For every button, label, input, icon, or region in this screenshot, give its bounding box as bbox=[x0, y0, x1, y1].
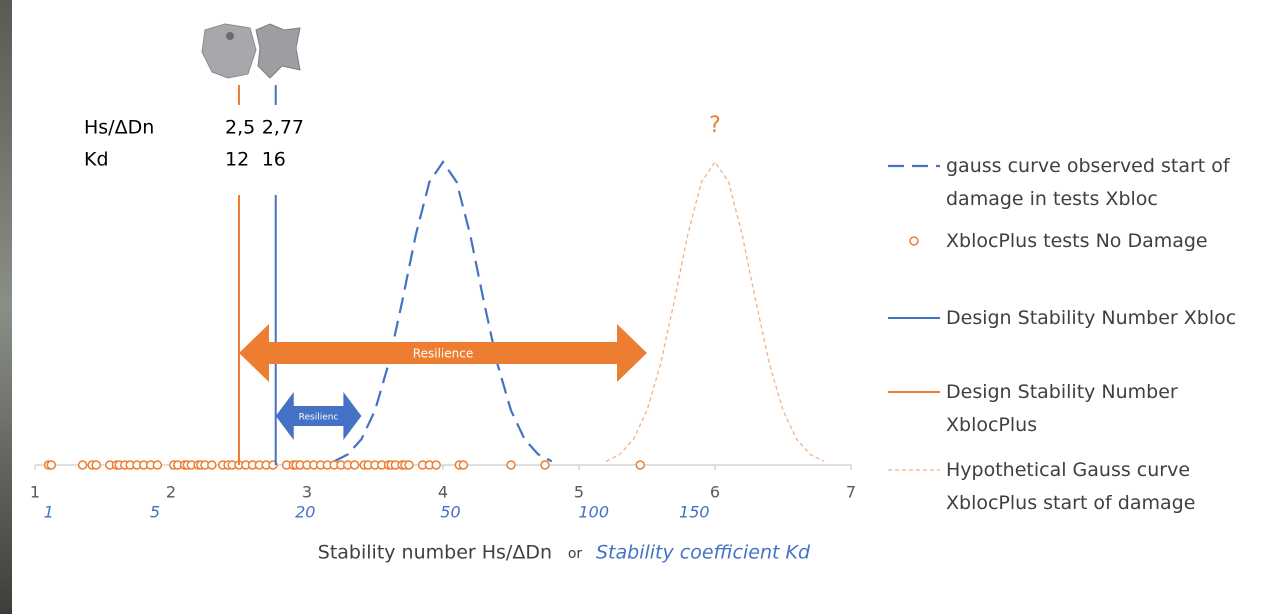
arrow-label: Resilienc bbox=[299, 413, 339, 423]
resilience-arrow bbox=[239, 324, 647, 382]
x-tick-label: 3 bbox=[302, 483, 312, 502]
x2-tick-label: 1 bbox=[44, 503, 54, 522]
data-point bbox=[46, 460, 57, 470]
x2-tick-label: 5 bbox=[150, 503, 160, 522]
x2-tick-label: 150 bbox=[679, 503, 710, 522]
annotation: ? bbox=[709, 113, 721, 138]
x-tick-label: 1 bbox=[30, 483, 40, 502]
data-point bbox=[152, 460, 163, 470]
x2-axis-title: Stability coefficient Kd bbox=[596, 542, 811, 564]
data-point bbox=[458, 460, 469, 470]
x-tick-label: 7 bbox=[846, 483, 856, 502]
legend-symbol bbox=[909, 236, 919, 246]
data-point bbox=[349, 460, 360, 470]
row-label: Hs/ΔDn bbox=[84, 117, 154, 139]
legend-entry: Hypothetical Gauss curve XblocPlus start… bbox=[946, 459, 1196, 514]
gauss-curve bbox=[605, 160, 825, 462]
design-kd: 12 bbox=[225, 149, 249, 171]
legend-entry: XblocPlus tests No Damage bbox=[946, 230, 1208, 252]
design-value: 2,5 bbox=[225, 117, 255, 139]
design-kd: 16 bbox=[262, 149, 286, 171]
data-point bbox=[506, 460, 516, 470]
x-tick-label: 2 bbox=[166, 483, 176, 502]
data-point bbox=[91, 460, 101, 470]
legend-entry: Design Stability Number Xbloc bbox=[946, 307, 1237, 329]
data-point bbox=[77, 460, 88, 470]
data-point bbox=[404, 460, 414, 470]
design-value: 2,77 bbox=[262, 117, 304, 139]
gauss-curve bbox=[333, 160, 553, 463]
legend-entry: Design Stability Number XblocPlus bbox=[946, 381, 1178, 436]
x-tick-label: 4 bbox=[438, 483, 448, 502]
row-label: Kd bbox=[84, 149, 109, 171]
x-tick-label: 5 bbox=[574, 483, 584, 502]
block-icons bbox=[201, 23, 301, 79]
data-point bbox=[540, 460, 550, 470]
arrow-label: Resilience bbox=[413, 347, 473, 361]
x2-tick-label: 100 bbox=[579, 503, 610, 522]
data-point bbox=[635, 460, 645, 470]
data-point bbox=[431, 460, 441, 470]
x-axis-title: Stability number Hs/ΔDn bbox=[318, 542, 552, 564]
legend-entry: gauss curve observed start of damage in … bbox=[946, 155, 1230, 210]
resilience-arrow bbox=[275, 392, 362, 440]
photo-edge bbox=[0, 0, 12, 614]
x-axis-joiner: or bbox=[568, 546, 583, 562]
x2-tick-label: 50 bbox=[440, 503, 460, 522]
x2-tick-label: 20 bbox=[295, 503, 315, 522]
x-tick-label: 6 bbox=[710, 483, 720, 502]
data-point bbox=[207, 460, 217, 470]
